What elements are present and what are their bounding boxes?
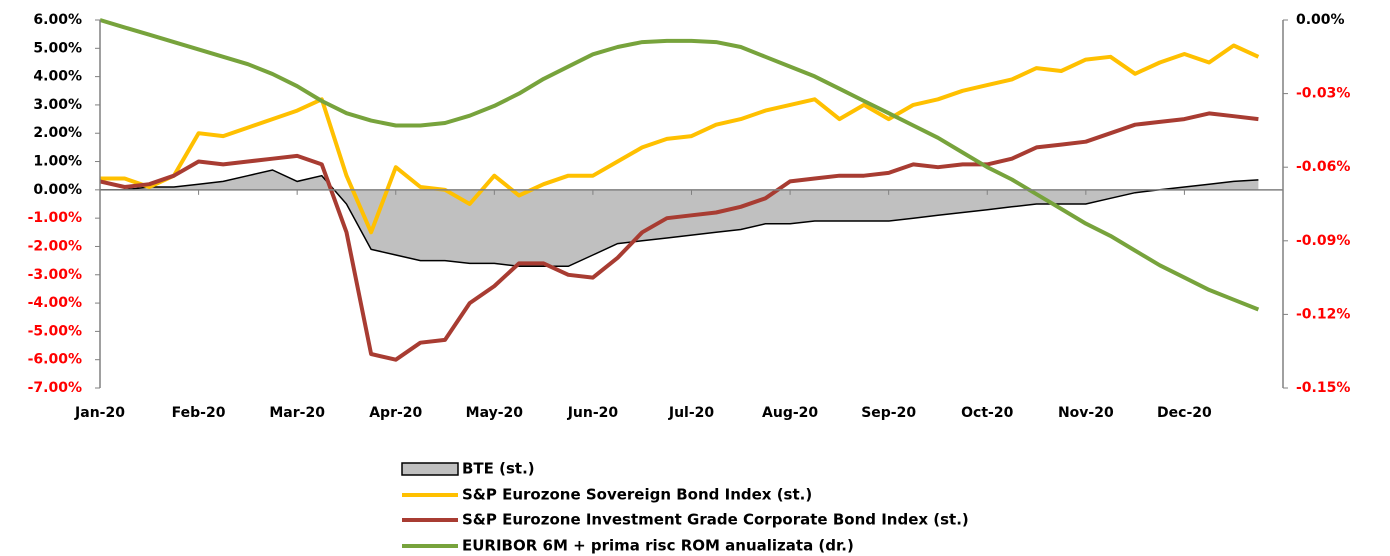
y2-tick-label: -0.15% — [1296, 380, 1350, 396]
y-tick-label: -5.00% — [28, 323, 82, 339]
x-tick-label: Aug-20 — [762, 405, 818, 421]
legend-label: EURIBOR 6M + prima risc ROM anualizata (… — [462, 537, 854, 555]
y-tick-label: 0.00% — [33, 182, 82, 198]
legend-label: BTE (st.) — [462, 460, 535, 478]
x-tick-label: Nov-20 — [1058, 405, 1114, 421]
y-tick-label: -1.00% — [28, 210, 82, 226]
legend-label: S&P Eurozone Sovereign Bond Index (st.) — [462, 486, 812, 504]
y-tick-label: -4.00% — [28, 295, 82, 311]
y2-tick-label: -0.06% — [1296, 159, 1350, 175]
y-tick-label: -6.00% — [28, 352, 82, 368]
x-tick-label: Dec-20 — [1157, 405, 1212, 421]
y-tick-label: -3.00% — [28, 267, 82, 283]
y2-tick-label: -0.12% — [1296, 306, 1350, 322]
x-tick-label: Sep-20 — [861, 405, 916, 421]
legend-swatch — [401, 462, 459, 476]
x-tick-label: Jan-20 — [74, 405, 125, 421]
x-tick-label: Jun-20 — [567, 405, 619, 421]
line — [100, 43, 1260, 235]
x-tick-label: Apr-20 — [369, 405, 422, 421]
y-tick-label: 2.00% — [33, 125, 82, 141]
y-tick-label: 5.00% — [33, 40, 82, 56]
x-tick-label: May-20 — [466, 405, 524, 421]
y-tick-label: -2.00% — [28, 238, 82, 254]
y2-tick-label: -0.03% — [1296, 86, 1350, 102]
x-tick-label: Mar-20 — [269, 405, 325, 421]
area-edge — [100, 169, 1259, 268]
y2-tick-label: 0.00% — [1296, 12, 1345, 28]
y-tick-label: 3.00% — [33, 97, 82, 113]
legend-label: S&P Eurozone Investment Grade Corporate … — [462, 511, 969, 529]
y-tick-label: 6.00% — [33, 12, 82, 28]
y2-tick-label: -0.09% — [1296, 233, 1350, 249]
y-tick-label: -7.00% — [28, 380, 82, 396]
y-tick-label: 4.00% — [33, 69, 82, 85]
x-tick-label: Oct-20 — [961, 405, 1013, 421]
x-tick-label: Jul-20 — [668, 405, 715, 421]
line — [99, 111, 1259, 362]
line — [99, 18, 1260, 312]
y-tick-label: 1.00% — [33, 154, 82, 170]
x-tick-label: Feb-20 — [172, 405, 226, 421]
